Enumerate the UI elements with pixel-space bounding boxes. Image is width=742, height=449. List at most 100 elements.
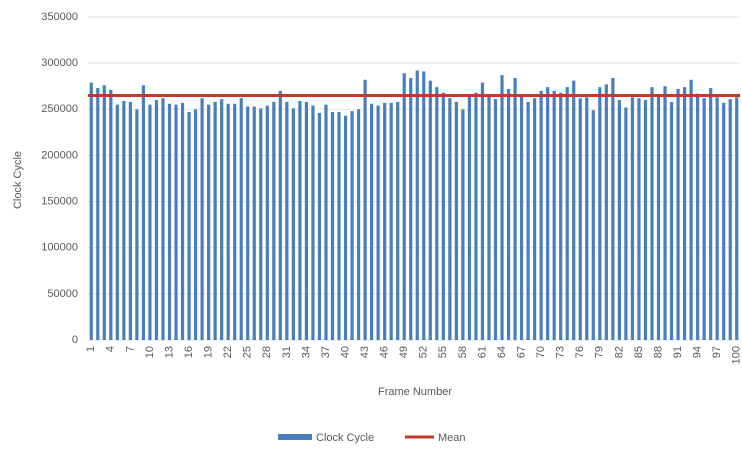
x-tick-label: 55: [437, 346, 449, 358]
y-tick-label: 100000: [41, 242, 78, 254]
bar: [722, 102, 726, 340]
bar: [591, 110, 595, 340]
bar: [696, 93, 700, 341]
bar: [402, 73, 406, 341]
bar: [174, 104, 178, 341]
x-tick-label: 10: [144, 346, 156, 358]
bar: [193, 109, 198, 341]
bar: [233, 103, 237, 341]
bar: [265, 105, 269, 340]
bar: [519, 94, 524, 341]
bar: [213, 101, 217, 340]
x-tick-label: 94: [692, 346, 704, 358]
y-tick-label: 200000: [41, 149, 78, 161]
bar: [637, 98, 641, 340]
bar: [96, 88, 100, 340]
bar: [207, 104, 211, 341]
bar: [611, 77, 615, 340]
bar: [598, 87, 602, 340]
x-tick-label: 16: [183, 346, 195, 358]
bar: [389, 102, 393, 340]
x-tick-label: 64: [496, 346, 508, 358]
bar: [135, 109, 139, 341]
bar: [461, 109, 465, 341]
bar: [89, 82, 93, 340]
x-tick-label: 52: [418, 346, 430, 358]
bar: [370, 103, 374, 341]
x-tick-label: 28: [261, 346, 273, 358]
bar: [643, 100, 648, 340]
bar: [448, 98, 452, 340]
bar: [298, 100, 302, 340]
bar: [735, 97, 739, 340]
bar: [285, 101, 289, 340]
x-tick-label: 46: [379, 346, 391, 358]
bar: [526, 101, 530, 340]
x-axis-title: Frame Number: [378, 386, 452, 398]
bar: [200, 98, 204, 340]
bar: [109, 89, 113, 340]
bar: [409, 77, 413, 340]
bar: [546, 87, 550, 340]
x-tick-label: 19: [203, 346, 215, 358]
bar: [552, 90, 556, 340]
x-tick-label: 7: [124, 346, 136, 352]
bar: [376, 105, 380, 340]
bar: [396, 101, 400, 340]
x-tick-label: 58: [457, 346, 469, 358]
bar: [122, 100, 126, 340]
bar: [278, 90, 282, 340]
y-tick-label: 350000: [41, 11, 78, 23]
bar: [272, 101, 276, 340]
bar: [559, 92, 563, 340]
bar: [350, 111, 354, 340]
bar: [187, 112, 191, 340]
bar: [161, 98, 165, 340]
bar: [572, 80, 576, 341]
bar: [311, 105, 315, 340]
x-tick-label: 1: [85, 346, 97, 352]
legend-swatch: [278, 434, 312, 440]
x-tick-label: 22: [222, 346, 234, 358]
x-tick-label: 73: [555, 346, 567, 358]
bar: [291, 108, 295, 340]
bar: [493, 99, 498, 341]
x-tick-label: 82: [613, 346, 625, 358]
bar: [539, 90, 543, 340]
x-tick-label: 31: [281, 346, 293, 358]
bar: [154, 100, 159, 340]
bar: [356, 109, 361, 341]
bar: [383, 102, 387, 340]
bar: [656, 96, 661, 340]
bar: [102, 85, 106, 340]
bar: [324, 104, 328, 341]
x-tick-label: 49: [398, 346, 410, 358]
x-tick-label: 61: [476, 346, 488, 358]
bar: [415, 70, 419, 341]
x-tick-label: 97: [711, 346, 723, 358]
bar: [689, 79, 693, 341]
x-tick-label: 70: [535, 346, 547, 358]
x-tick-label: 25: [242, 346, 254, 358]
x-tick-label: 91: [672, 346, 684, 358]
bar: [454, 101, 458, 340]
bar: [604, 84, 608, 341]
x-tick-label: 37: [320, 346, 332, 358]
y-tick-label: 0: [72, 334, 78, 346]
bar: [650, 87, 654, 340]
legend-label: Mean: [438, 432, 466, 444]
x-tick-label: 40: [339, 346, 351, 358]
bar: [715, 97, 719, 340]
x-tick-label: 100: [731, 346, 742, 364]
bar: [500, 75, 504, 340]
bar: [578, 98, 582, 340]
bar: [220, 99, 224, 341]
x-tick-label: 13: [163, 346, 175, 358]
bar: [474, 92, 478, 340]
x-tick-label: 34: [300, 346, 312, 358]
x-tick-label: 76: [574, 346, 586, 358]
bar: [487, 95, 491, 340]
x-tick-label: 43: [359, 346, 371, 358]
